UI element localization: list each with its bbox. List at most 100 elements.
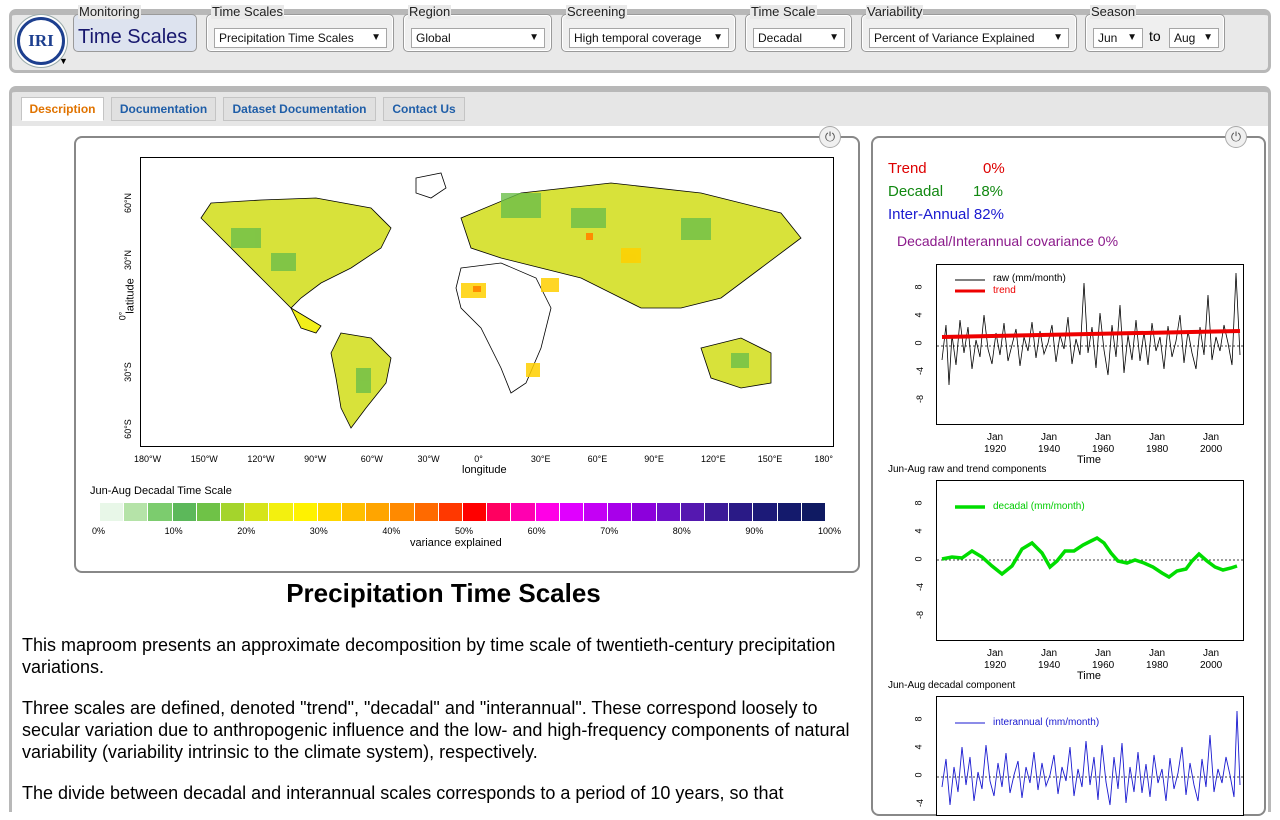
season-to-value: Aug: [1174, 31, 1196, 45]
stat-interannual-value: 82%: [973, 206, 1004, 223]
stat-interannual: Inter-Annual 82%: [888, 203, 1004, 226]
colorbar-swatch: [632, 503, 657, 521]
tab-dataset-documentation[interactable]: Dataset Documentation: [223, 97, 376, 121]
monitoring-legend: Monitoring: [78, 4, 141, 19]
monitoring-group[interactable]: Monitoring Time Scales: [73, 5, 197, 52]
colorbar-swatch: [390, 503, 415, 521]
interannual-plot[interactable]: [936, 696, 1244, 816]
tab-contact-us[interactable]: Contact Us: [383, 97, 465, 121]
stat-interannual-label: Inter-Annual: [888, 206, 970, 223]
tab-documentation[interactable]: Documentation: [111, 97, 216, 121]
colorbar-swatch: [584, 503, 609, 521]
iri-logo[interactable]: IRI: [17, 17, 65, 65]
world-map[interactable]: [140, 157, 834, 447]
interannual-legend: interannual (mm/month): [993, 717, 1100, 728]
colorbar-swatch: [680, 503, 706, 521]
colorbar-swatch: [777, 503, 802, 521]
stat-decadal-label: Decadal: [888, 183, 944, 200]
plot-y-tick: -4: [915, 582, 926, 592]
chevron-down-icon: ▼: [529, 32, 539, 43]
colorbar-tick: 10%: [164, 526, 183, 536]
season-group: Season Jun ▼ to Aug ▼: [1085, 5, 1225, 52]
plot-xlabel: Time: [1077, 454, 1102, 466]
colorbar-tick: 60%: [527, 526, 546, 536]
screening-select[interactable]: High temporal coverage ▼: [569, 28, 729, 48]
raw-trend-plot[interactable]: [936, 264, 1244, 425]
colorbar-tick: 100%: [818, 526, 842, 536]
plot-y-tick: 8: [913, 284, 924, 290]
logo-menu-arrow-icon[interactable]: ▼: [59, 56, 68, 66]
colorbar-swatch: [245, 503, 270, 521]
plot-x-tick: Jan: [987, 432, 1004, 443]
chevron-down-icon: ▼: [713, 32, 723, 43]
region-value: Global: [416, 31, 451, 45]
colorbar-swatch: [366, 503, 391, 521]
map-lon-tick: 60°W: [360, 454, 383, 464]
decadal-plot[interactable]: [936, 480, 1244, 641]
region-select[interactable]: Global ▼: [411, 28, 545, 48]
plot-x-tick: Jan: [1041, 432, 1058, 443]
colorbar-swatch: [196, 503, 222, 521]
raw-trend-caption: Jun-Aug raw and trend components: [888, 464, 1047, 475]
page-title: Precipitation Time Scales: [286, 578, 601, 608]
description-paragraph: Three scales are defined, denoted "trend…: [22, 698, 850, 762]
plot-x-tick-year: 2000: [1200, 444, 1223, 455]
plot-x-tick-year: 1920: [984, 660, 1007, 671]
map-xlabel: longitude: [462, 464, 507, 476]
timeseries-power-icon[interactable]: ⏻: [1225, 126, 1247, 148]
map-lon-tick: 150°E: [757, 454, 783, 464]
time-scale-group: Time Scale Decadal ▼: [745, 5, 852, 52]
tab-description[interactable]: Description: [21, 97, 104, 121]
variability-select[interactable]: Percent of Variance Explained ▼: [869, 28, 1069, 48]
colorbar-swatch: [172, 503, 197, 521]
content-frame: [9, 122, 1271, 812]
description-paragraph: The divide between decadal and interannu…: [22, 783, 784, 803]
map-lon-tick: 180°: [814, 454, 834, 464]
time-scale-value: Decadal: [758, 31, 803, 45]
variance-stats: Trend 0% Decadal 18% Inter-Annual 82%: [888, 157, 1005, 226]
map-power-icon[interactable]: ⏻: [819, 126, 841, 148]
map-lon-tick: 120°W: [247, 454, 275, 464]
chevron-down-icon: ▼: [1053, 32, 1063, 43]
plot-x-tick-year: 1940: [1038, 660, 1061, 671]
colorbar-tick: 0%: [92, 526, 106, 536]
region-group: Region Global ▼: [403, 5, 552, 52]
map-lon-tick: 30°W: [417, 454, 440, 464]
trend-legend: trend: [993, 285, 1016, 296]
colorbar-swatch: [656, 503, 681, 521]
map-ylabel: latitude: [124, 278, 137, 314]
plot-y-tick: -4: [915, 798, 926, 808]
description-paragraph: This maproom presents an approximate dec…: [22, 635, 836, 677]
region-legend: Region: [408, 4, 452, 19]
map-lon-tick: 150°W: [190, 454, 218, 464]
plot-y-tick: -8: [915, 394, 926, 404]
plot-y-tick: 0: [913, 556, 924, 562]
plot-y-tick: -8: [915, 610, 926, 620]
covariance-stat: Decadal/Interannual covariance 0%: [897, 233, 1119, 249]
stat-decadal: Decadal 18%: [888, 180, 1004, 203]
colorbar-swatch: [487, 503, 512, 521]
time-scale-select[interactable]: Decadal ▼: [753, 28, 845, 48]
colorbar-label: variance explained: [410, 537, 502, 549]
screening-value: High temporal coverage: [574, 31, 702, 45]
season-from-value: Jun: [1098, 31, 1118, 45]
colorbar-swatch: [438, 503, 464, 521]
season-to-select[interactable]: Aug ▼: [1169, 28, 1219, 48]
time-scale-legend: Time Scale: [750, 4, 817, 19]
map-lat-tick: 60°N: [123, 192, 134, 214]
colorbar-tick: 20%: [237, 526, 256, 536]
season-from-select[interactable]: Jun ▼: [1093, 28, 1143, 48]
plot-x-tick-year: 1980: [1146, 660, 1169, 671]
stat-decadal-value: 18%: [973, 183, 1004, 200]
chevron-down-icon: ▼: [1127, 32, 1137, 43]
plot-x-tick-year: 1980: [1146, 444, 1169, 455]
plot-x-tick: Jan: [1203, 648, 1220, 659]
map-lon-tick: 30°E: [530, 454, 551, 464]
time-scales-select[interactable]: Precipitation Time Scales ▼: [214, 28, 387, 48]
chevron-down-icon: ▼: [1203, 32, 1213, 43]
stat-trend-value: 0%: [983, 160, 1005, 177]
colorbar-tick: 70%: [600, 526, 619, 536]
map-lon-tick: 120°E: [701, 454, 726, 464]
chevron-down-icon: ▼: [371, 32, 381, 43]
maproom-title[interactable]: Time Scales: [78, 26, 188, 48]
